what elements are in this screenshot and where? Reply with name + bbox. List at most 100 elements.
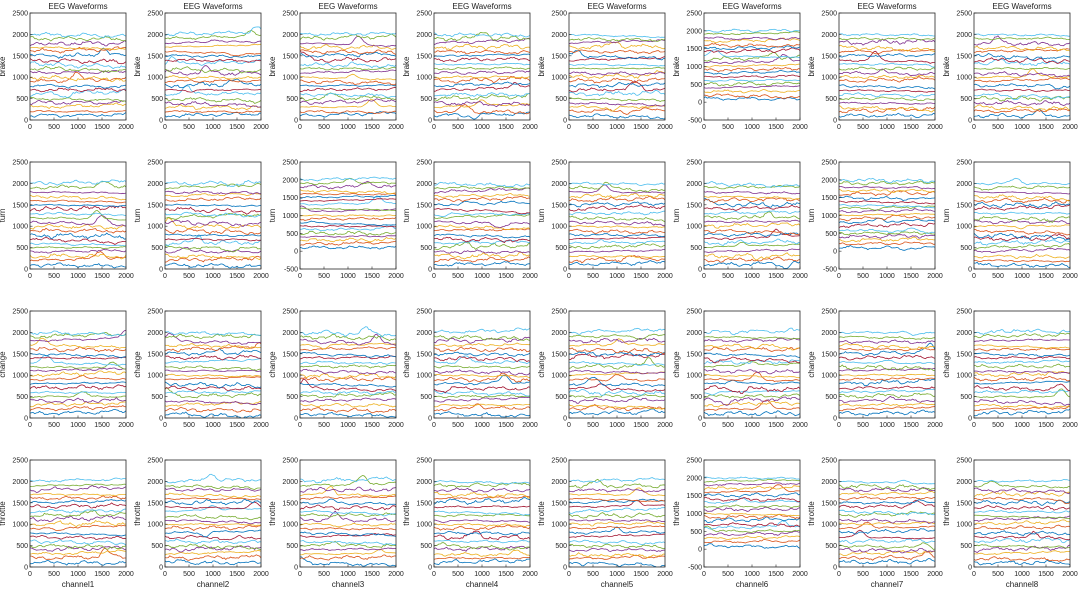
eeg-trace xyxy=(569,71,665,76)
y-tick-label: 1500 xyxy=(821,500,837,507)
eeg-trace xyxy=(839,195,935,201)
y-tick-label: 500 xyxy=(286,96,298,103)
x-tick-label: 2000 xyxy=(792,273,808,280)
y-axis-label: throttle xyxy=(807,501,816,526)
y-tick-label: 2000 xyxy=(821,177,837,184)
x-tick-label: 0 xyxy=(972,273,976,280)
y-tick-label: 500 xyxy=(151,96,163,103)
eeg-trace xyxy=(569,404,665,410)
eeg-trace xyxy=(300,176,396,182)
eeg-trace xyxy=(165,487,261,492)
eeg-trace xyxy=(165,211,261,218)
eeg-trace xyxy=(704,368,800,375)
y-tick-label: 0 xyxy=(159,267,163,274)
eeg-trace xyxy=(30,547,126,560)
x-tick-label: 2000 xyxy=(792,571,808,578)
eeg-trace xyxy=(30,83,126,89)
x-tick-label: 2000 xyxy=(118,124,134,131)
eeg-trace xyxy=(569,239,665,245)
eeg-trace xyxy=(974,261,1070,268)
eeg-trace xyxy=(30,40,126,47)
eeg-trace xyxy=(300,333,396,346)
eeg-trace xyxy=(300,504,396,511)
eeg-trace xyxy=(434,373,530,378)
eeg-trace xyxy=(569,498,665,505)
x-tick-label: 1000 xyxy=(205,422,221,429)
eeg-trace xyxy=(30,499,126,505)
eeg-trace xyxy=(704,525,800,533)
eeg-trace xyxy=(165,246,261,254)
eeg-trace xyxy=(165,97,261,104)
x-tick-label: 1000 xyxy=(744,422,760,429)
eeg-trace xyxy=(300,240,396,246)
eeg-trace xyxy=(300,540,396,549)
eeg-trace xyxy=(434,558,530,566)
eeg-trace xyxy=(704,512,800,517)
x-tick-label: 2000 xyxy=(657,124,673,131)
x-tick-label: 500 xyxy=(48,273,60,280)
y-tick-label: 1000 xyxy=(147,373,163,380)
eeg-trace xyxy=(434,82,530,92)
x-tick-label: 2000 xyxy=(657,571,673,578)
y-tick-label: 500 xyxy=(555,96,567,103)
eeg-trace xyxy=(30,519,126,528)
eeg-trace xyxy=(165,79,261,83)
y-tick-label: 0 xyxy=(698,267,702,274)
eeg-trace xyxy=(434,524,530,531)
subplot-change-channel5: 0 500 1000 1500 2000 0 500 1000 1500 2000 2500 chan… xyxy=(537,309,673,430)
eeg-trace xyxy=(569,374,665,382)
y-axis-label: change xyxy=(942,351,951,378)
eeg-trace xyxy=(704,504,800,509)
eeg-trace xyxy=(434,111,530,120)
y-axis-label: turn xyxy=(0,209,7,223)
eeg-trace xyxy=(704,484,800,493)
eeg-trace xyxy=(704,539,800,544)
eeg-trace xyxy=(165,381,261,389)
eeg-trace xyxy=(569,50,665,61)
eeg-trace xyxy=(434,75,530,84)
eeg-trace xyxy=(974,355,1070,360)
x-tick-label: 1000 xyxy=(474,422,490,429)
eeg-trace xyxy=(704,260,800,269)
y-tick-label: 1000 xyxy=(821,75,837,82)
eeg-trace xyxy=(569,552,665,559)
x-tick-label: 500 xyxy=(722,422,734,429)
eeg-trace xyxy=(434,220,530,229)
eeg-trace xyxy=(165,406,261,413)
eeg-trace xyxy=(704,343,800,351)
axes-box xyxy=(568,459,666,568)
y-tick-label: 1000 xyxy=(686,373,702,380)
waveform-traces xyxy=(839,330,935,417)
x-tick-label: 0 xyxy=(432,422,436,429)
x-axis-label: channel8 xyxy=(1006,580,1039,589)
axes-box xyxy=(299,12,397,121)
waveform-traces xyxy=(30,329,126,416)
subplot-change-channel7: 0 500 1000 1500 2000 0 500 1000 1500 2000 2500 chan… xyxy=(807,309,943,430)
eeg-trace xyxy=(839,185,935,190)
eeg-trace xyxy=(434,31,530,42)
eeg-trace xyxy=(569,376,665,388)
eeg-trace xyxy=(300,111,396,118)
eeg-trace xyxy=(30,483,126,487)
y-tick-label: 1500 xyxy=(12,53,28,60)
eeg-trace xyxy=(704,399,800,411)
eeg-trace xyxy=(839,188,935,194)
eeg-trace xyxy=(300,84,396,87)
eeg-trace xyxy=(704,93,800,100)
eeg-trace xyxy=(300,188,396,195)
y-tick-label: 2500 xyxy=(12,11,28,18)
x-tick-label: 0 xyxy=(972,571,976,578)
x-tick-label: 1000 xyxy=(474,124,490,131)
y-tick-label: 1500 xyxy=(416,202,432,209)
x-tick-label: 1500 xyxy=(498,124,514,131)
axes-box xyxy=(164,12,262,121)
eeg-trace xyxy=(434,403,530,412)
eeg-trace xyxy=(434,256,530,263)
eeg-trace xyxy=(974,232,1070,241)
eeg-trace xyxy=(165,484,261,491)
eeg-trace xyxy=(974,204,1070,211)
eeg-trace xyxy=(165,29,261,40)
y-tick-label: 1500 xyxy=(686,351,702,358)
eeg-trace xyxy=(434,513,530,518)
eeg-trace xyxy=(704,497,800,505)
